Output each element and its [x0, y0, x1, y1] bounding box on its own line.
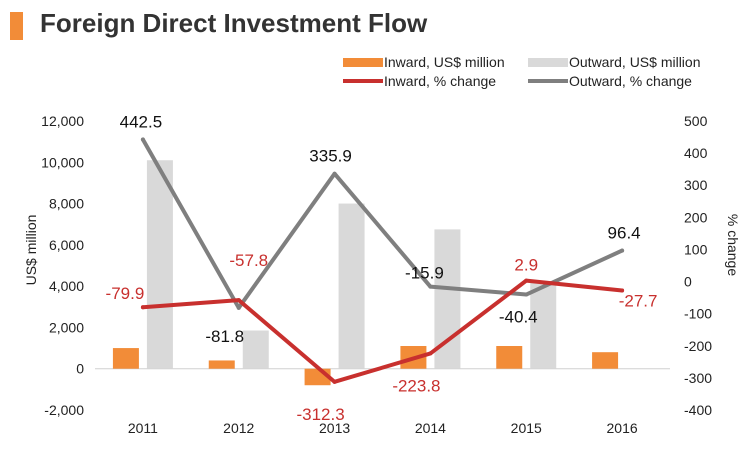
y-tick-label: 6,000 [49, 237, 84, 253]
x-tick-label: 2016 [607, 420, 638, 436]
inward-change-line [140, 278, 625, 384]
inward-change-label: -27.7 [619, 291, 658, 310]
inward-change-line-point [140, 305, 145, 310]
outward-change-label: -81.8 [205, 327, 244, 346]
outward-change-line-point [620, 248, 625, 253]
inward-change-label: -312.3 [296, 405, 344, 424]
y-axis-title: US$ million [23, 215, 39, 286]
y2-tick-label: -300 [684, 370, 712, 386]
title-accent-bar [10, 12, 23, 40]
outward-change-line-point [428, 284, 433, 289]
outward-change-line-point [140, 137, 145, 142]
x-tick-label: 2012 [223, 420, 254, 436]
y-tick-label: 4,000 [49, 278, 84, 294]
y2-tick-label: -200 [684, 338, 712, 354]
legend-inward-line-label: Inward, % change [384, 73, 496, 89]
outward-change-line [140, 137, 625, 310]
x-tick-label: 2014 [415, 420, 446, 436]
outward-change-label: 335.9 [309, 147, 352, 166]
y2-tick-label: 400 [684, 145, 708, 161]
legend-outward-bar-label: Outward, US$ million [569, 54, 701, 70]
outward-change-label: 96.4 [608, 224, 641, 243]
y-tick-label: 2,000 [49, 319, 84, 335]
x-tick-label: 2015 [511, 420, 542, 436]
legend-inward-bar-label: Inward, US$ million [384, 54, 505, 70]
y2-tick-label: 500 [684, 113, 708, 129]
inward-bar [112, 348, 139, 369]
inward-bar [592, 352, 619, 369]
y-tick-label: 0 [76, 361, 84, 377]
outward-change-line-point [332, 171, 337, 176]
inward-change-label: 2.9 [514, 256, 538, 275]
y2-tick-label: -400 [684, 402, 712, 418]
y2-tick-label: 300 [684, 177, 708, 193]
y2-tick-label: 0 [684, 274, 692, 290]
y2-tick-label: 100 [684, 241, 708, 257]
y-tick-label: -2,000 [44, 402, 84, 418]
inward-change-line-point [332, 379, 337, 384]
outward-bar [530, 280, 557, 369]
inward-change-label: -57.8 [229, 251, 268, 270]
y2-tick-label: 200 [684, 209, 708, 225]
inward-change-line-point [236, 298, 241, 303]
inward-change-line-point [620, 288, 625, 293]
legend-outward-bar-swatch [528, 58, 568, 67]
outward-change-label: 442.5 [120, 112, 163, 131]
y-tick-label: 12,000 [41, 113, 84, 129]
inward-change-line-point [428, 351, 433, 356]
outward-bar [146, 160, 173, 369]
y2-axis-title: % change [725, 214, 741, 276]
outward-bar [242, 330, 269, 369]
inward-change-label: -223.8 [392, 376, 440, 395]
outward-change-line-point [236, 305, 241, 310]
inward-change-line-point [524, 278, 529, 283]
y2-tick-label: -100 [684, 306, 712, 322]
outward-change-line-point [524, 292, 529, 297]
chart-title: Foreign Direct Investment Flow [40, 8, 428, 38]
y-tick-label: 8,000 [49, 196, 84, 212]
inward-bar [496, 346, 523, 369]
legend-outward-line-label: Outward, % change [569, 73, 692, 89]
inward-bar [208, 360, 235, 369]
outward-change-label: -15.9 [405, 264, 444, 283]
y-tick-label: 10,000 [41, 154, 84, 170]
x-tick-label: 2013 [319, 420, 350, 436]
legend-inward-bar-swatch [343, 58, 383, 67]
outward-bar [338, 203, 365, 369]
outward-change-label: -40.4 [499, 308, 538, 327]
x-tick-label: 2011 [128, 420, 158, 436]
inward-change-label: -79.9 [106, 284, 145, 303]
